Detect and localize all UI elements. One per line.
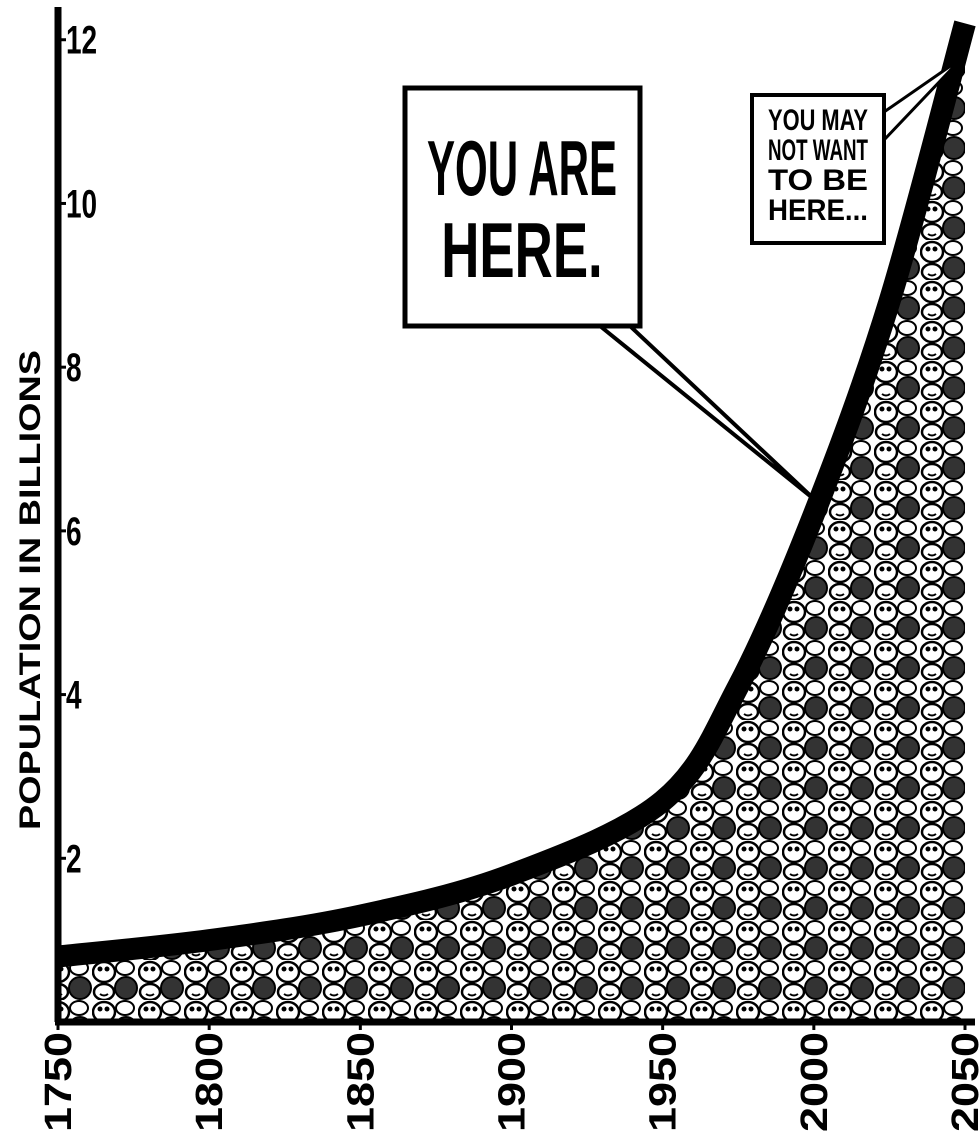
y-tick-label: 12 — [66, 19, 97, 63]
y-tick-label: 2 — [66, 838, 82, 882]
x-tick-label: 1750 — [38, 1032, 80, 1132]
bubble-tail — [882, 56, 964, 142]
x-tick-label: 2000 — [794, 1032, 836, 1132]
x-tick-label: 1900 — [492, 1032, 534, 1132]
x-tick-label: 2050 — [945, 1032, 980, 1132]
y-tick-label: 8 — [66, 346, 82, 390]
x-tick-label: 1950 — [643, 1032, 685, 1132]
annotation: TO BE — [768, 164, 868, 197]
y-tick-label: 10 — [66, 183, 97, 227]
annotation: HERE. — [441, 206, 603, 294]
x-tick-label: 1850 — [340, 1032, 382, 1132]
annotation: HERE... — [768, 194, 868, 227]
x-tick-label: 1800 — [189, 1032, 231, 1132]
speech-bubble — [402, 85, 643, 329]
area — [58, 23, 965, 1022]
speech-bubble — [750, 93, 886, 245]
line — [56, 20, 976, 968]
annotation: YOU ARE — [427, 124, 617, 212]
annotation: YOU MAY — [768, 104, 868, 137]
y-tick-label: 4 — [66, 674, 82, 718]
bubble-tail — [598, 324, 817, 502]
y-axis-label: POPULATION IN BILLIONS — [14, 350, 47, 830]
y-tick-label: 6 — [66, 510, 82, 554]
annotation: NOT WANT — [768, 134, 868, 167]
